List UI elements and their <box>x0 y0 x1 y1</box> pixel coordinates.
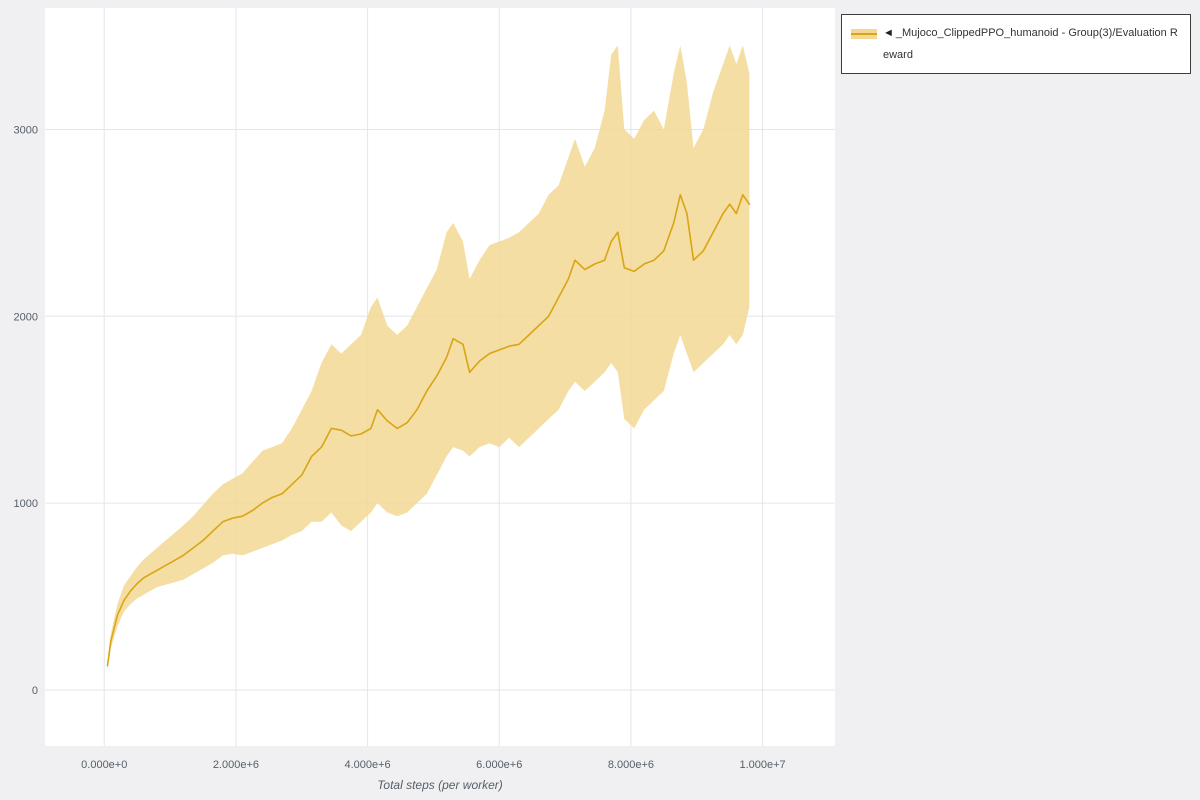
x-axis-title: Total steps (per worker) <box>377 778 503 792</box>
legend-entry[interactable]: ◄ _Mujoco_ClippedPPO_humanoid - Group(3)/… <box>883 22 1181 66</box>
x-tick-label: 1.000e+7 <box>739 759 785 771</box>
x-tick-label: 6.000e+6 <box>476 759 522 771</box>
x-tick-label: 8.000e+6 <box>608 759 654 771</box>
y-tick-label: 0 <box>32 685 38 697</box>
y-tick-label: 3000 <box>14 124 38 136</box>
y-tick-label: 2000 <box>14 311 38 323</box>
x-tick-label: 4.000e+6 <box>344 759 390 771</box>
legend-box[interactable]: ◄ _Mujoco_ClippedPPO_humanoid - Group(3)/… <box>841 14 1191 74</box>
collapse-arrow-icon[interactable]: ◄ <box>883 27 894 39</box>
legend-label: _Mujoco_ClippedPPO_humanoid - Group(3)/E… <box>883 27 1178 61</box>
x-tick-label: 0.000e+0 <box>81 759 127 771</box>
mean-reward-line <box>106 194 751 667</box>
y-tick-label: 1000 <box>14 498 38 510</box>
confidence-band <box>107 45 750 670</box>
x-tick-label: 2.000e+6 <box>213 759 259 771</box>
legend-series-swatch-icon <box>851 29 877 39</box>
